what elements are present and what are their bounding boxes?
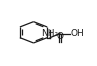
Text: OH: OH bbox=[70, 29, 84, 38]
Text: O: O bbox=[56, 32, 63, 41]
Text: NH₂: NH₂ bbox=[42, 29, 59, 38]
